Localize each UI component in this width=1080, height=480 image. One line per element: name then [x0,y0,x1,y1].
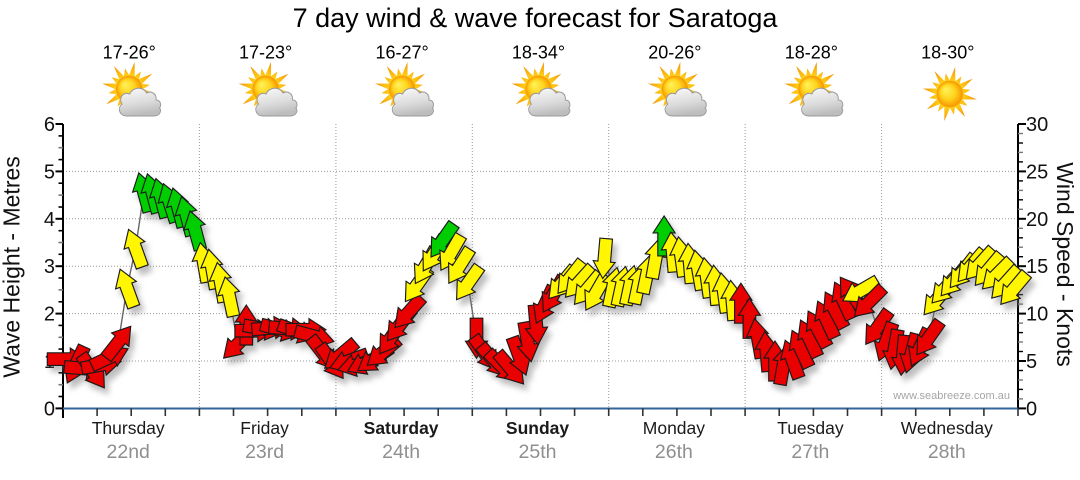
svg-text:5: 5 [44,161,55,183]
svg-text:18-28°: 18-28° [785,43,838,63]
svg-text:Thursday: Thursday [92,418,165,438]
svg-text:25: 25 [1026,161,1048,183]
svg-text:5: 5 [1026,351,1037,373]
svg-text:24th: 24th [382,441,420,463]
svg-text:20: 20 [1026,209,1048,231]
svg-text:Friday: Friday [240,418,289,438]
svg-text:Monday: Monday [643,418,706,438]
svg-text:18-34°: 18-34° [512,43,565,63]
svg-text:Saturday: Saturday [364,418,439,438]
svg-text:0: 0 [44,398,55,420]
svg-text:Sunday: Sunday [506,418,569,438]
svg-text:17-26°: 17-26° [103,43,156,63]
svg-text:26th: 26th [655,441,693,463]
svg-text:20-26°: 20-26° [648,43,701,63]
svg-text:6: 6 [44,114,55,136]
svg-text:22nd: 22nd [107,441,150,463]
svg-text:Wednesday: Wednesday [901,418,993,438]
svg-text:3: 3 [44,256,55,278]
svg-text:Wind Speed - Knots: Wind Speed - Knots [1052,162,1078,367]
svg-text:28th: 28th [928,441,966,463]
svg-text:7 day wind & wave forecast for: 7 day wind & wave forecast for Saratoga [293,3,779,33]
svg-text:10: 10 [1026,304,1048,326]
svg-text:16-27°: 16-27° [375,43,428,63]
svg-text:23rd: 23rd [245,441,284,463]
svg-text:15: 15 [1026,256,1048,278]
svg-text:Tuesday: Tuesday [777,418,844,438]
svg-text:25th: 25th [519,441,557,463]
svg-text:www.seabreeze.com.au: www.seabreeze.com.au [892,390,1010,402]
svg-text:0: 0 [1026,398,1037,420]
svg-text:18-30°: 18-30° [921,43,974,63]
svg-text:17-23°: 17-23° [239,43,292,63]
svg-text:4: 4 [44,209,55,231]
svg-text:2: 2 [44,304,55,326]
svg-text:Wave Height - Metres: Wave Height - Metres [0,156,25,378]
svg-text:27th: 27th [791,441,829,463]
svg-text:30: 30 [1026,114,1048,136]
